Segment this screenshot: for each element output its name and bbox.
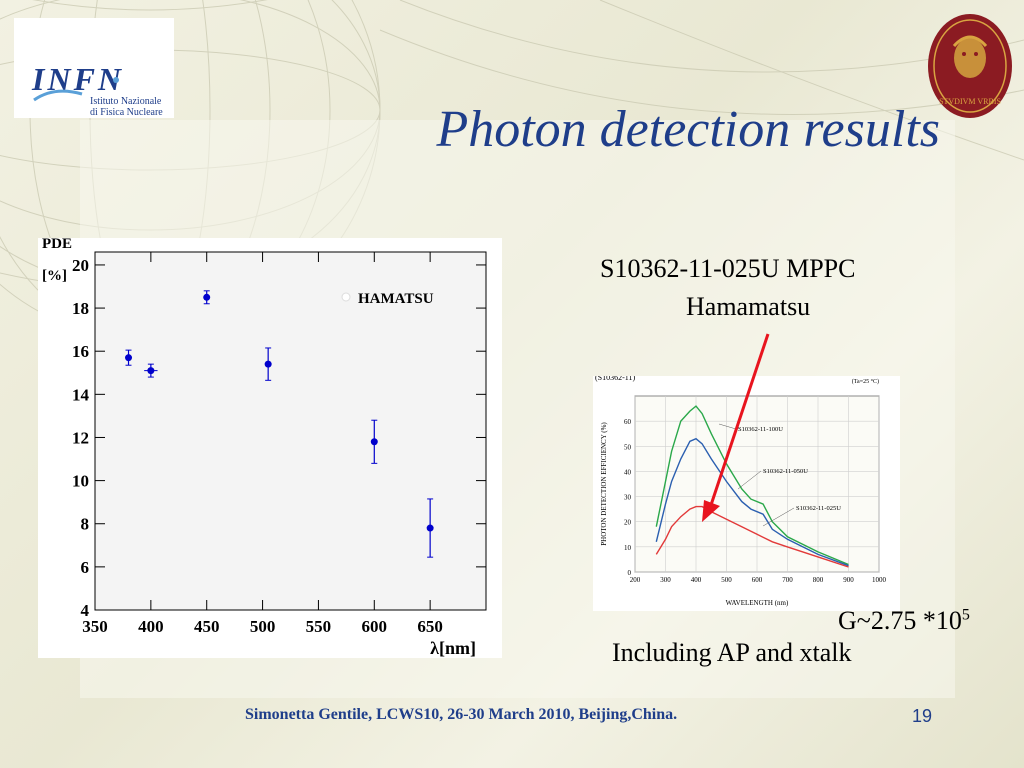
series-pointer — [762, 507, 795, 527]
series-label: S10362-11-025U — [796, 505, 841, 512]
series-label: S10362-11-100U — [738, 426, 783, 433]
x-tick-label: 400 — [138, 617, 164, 636]
y-axis-unit: [%] — [42, 268, 67, 284]
y-axis-label: PDE — [42, 238, 72, 252]
y-tick-label: 20 — [624, 519, 632, 527]
x-axis-label: WAVELENGTH (nm) — [726, 599, 789, 607]
data-point — [147, 367, 155, 375]
series-line — [655, 437, 849, 567]
footer-text: Simonetta Gentile, LCWS10, 26-30 March 2… — [245, 706, 678, 723]
slide-title: Photon detection results — [436, 101, 940, 158]
x-tick-label: 800 — [813, 576, 824, 584]
infn-logo-sub2: di Fisica Nucleare — [90, 107, 163, 118]
x-tick-label: 300 — [660, 576, 671, 584]
x-tick-label: 350 — [82, 617, 108, 636]
y-tick-label: 14 — [72, 385, 90, 404]
x-tick-label: 900 — [843, 576, 854, 584]
page-number: 19 — [912, 706, 933, 726]
device-label-line2: Hamamatsu — [686, 292, 811, 321]
data-point — [125, 354, 133, 362]
y-tick-label: 8 — [81, 515, 90, 534]
y-tick-label: 6 — [81, 558, 90, 577]
red-arrow-icon — [702, 333, 770, 522]
legend-marker — [341, 292, 351, 302]
x-tick-label: 450 — [194, 617, 220, 636]
x-tick-label: 700 — [782, 576, 793, 584]
y-tick-label: 0 — [628, 569, 632, 577]
y-tick-label: 60 — [624, 418, 632, 426]
x-tick-label: 500 — [250, 617, 275, 636]
x-tick-label: 550 — [306, 617, 332, 636]
partial-label: (S10362-11) — [595, 376, 635, 382]
gain-prefix: G~2.75 *10 — [838, 606, 962, 635]
y-tick-label: 50 — [624, 443, 632, 451]
hamamatsu-chart-svg: 0 10 20 30 40 50 60 200 300 400 500 600 700 800 900 100… — [595, 373, 887, 607]
y-axis-label: PHOTON DETECTION EFFICIENCY (%) — [600, 422, 608, 546]
y-tick-label: 12 — [72, 428, 89, 447]
x-tick-label: 600 — [752, 576, 763, 584]
x-tick-label: 1000 — [872, 576, 887, 584]
series-pointer — [737, 470, 762, 490]
x-tick-label: 600 — [362, 617, 388, 636]
infn-logo: INFN Istituto Nazionale di Fisica Nuclea… — [14, 18, 174, 118]
y-tick-label: 18 — [72, 299, 89, 318]
data-point — [264, 360, 272, 368]
x-tick-label: 200 — [630, 576, 641, 584]
data-point — [426, 524, 434, 532]
y-tick-label: 16 — [72, 342, 89, 361]
university-seal-icon: STVDIVM VRBIS — [926, 6, 1014, 118]
series-pointer — [718, 423, 737, 430]
y-tick-label: 20 — [72, 256, 89, 275]
x-tick-label: 400 — [691, 576, 702, 584]
pde-chart-svg: 4 6 8 10 12 14 16 18 20 350 400 450 500 550 600 650 PDE [… — [42, 236, 487, 658]
plot-frame — [94, 251, 487, 611]
y-tick-label: 40 — [624, 468, 632, 476]
series-label: S10362-11-050U — [763, 468, 808, 475]
x-tick-label: 650 — [417, 617, 443, 636]
y-tick-label: 10 — [72, 472, 89, 491]
y-tick-label: 10 — [624, 544, 632, 552]
y-tick-label: 4 — [81, 601, 90, 620]
data-point — [203, 293, 211, 301]
seal-text: STVDIVM VRBIS — [939, 97, 1001, 106]
gain-label: G~2.75 *105 — [838, 606, 970, 636]
condition-label: (Ta=25 °C) — [852, 378, 879, 385]
x-axis-label: λ[nm] — [430, 638, 476, 658]
gain-exponent: 5 — [961, 606, 970, 624]
ap-xtalk-note: Including AP and xtalk — [612, 638, 852, 667]
pde-chart: 4 6 8 10 12 14 16 18 20 350 400 450 500 550 600 650 PDE [… — [38, 236, 502, 658]
hamamatsu-pde-chart: 0 10 20 30 40 50 60 200 300 400 500 600 700 800 900 100… — [593, 373, 900, 611]
series-line — [655, 405, 849, 566]
x-tick-label: 500 — [721, 576, 732, 584]
data-point — [370, 438, 378, 446]
legend-label: HAMATSU — [358, 291, 434, 307]
y-tick-label: 30 — [624, 494, 632, 502]
infn-logo-sub1: Istituto Nazionale — [90, 96, 162, 107]
device-label-line1: S10362-11-025U MPPC — [600, 254, 856, 283]
